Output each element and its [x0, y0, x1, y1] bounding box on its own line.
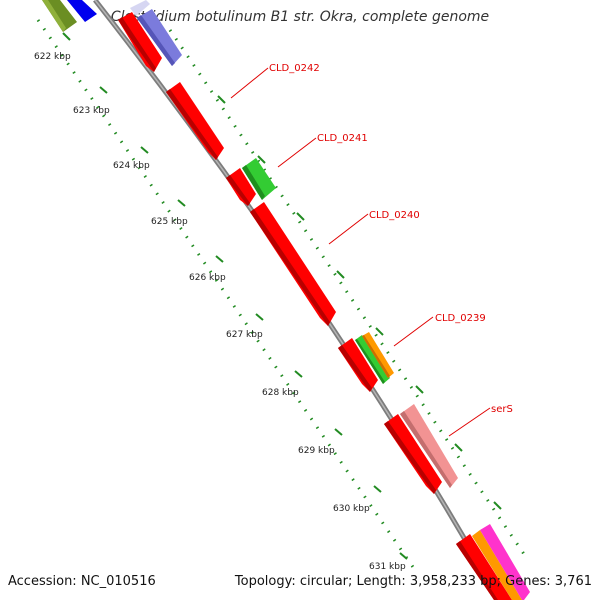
scale-label: 626 kbp	[189, 273, 226, 283]
scale-label: 625 kbp	[151, 217, 188, 227]
gene-green	[242, 158, 276, 200]
gene-label-sers: serS	[491, 404, 513, 415]
gene-lavender	[130, 0, 182, 66]
gene-label-cld-0242: CLD_0242	[269, 63, 320, 74]
gene-green	[355, 335, 390, 384]
scale-label: 623 kbp	[73, 106, 110, 116]
gene-olive	[42, 0, 77, 32]
scale-label: 630 kbp	[333, 504, 370, 514]
callout-line	[393, 316, 434, 347]
genome-stats-text: Topology: circular; Length: 3,958,233 bp…	[234, 574, 592, 589]
gene-label-cld-0241: CLD_0241	[317, 133, 368, 144]
genome-backbone	[93, 0, 503, 600]
gene-red	[118, 12, 162, 72]
gene-orange	[362, 332, 394, 378]
gene-blue	[67, 0, 97, 22]
gene-red	[166, 82, 224, 160]
callout-line	[448, 407, 491, 437]
outer-ticks	[217, 95, 502, 510]
gene-pink	[400, 404, 458, 488]
callout-line	[277, 137, 317, 168]
gene-label-cld-0240: CLD_0240	[369, 210, 420, 221]
gene-red	[338, 338, 378, 392]
scale-label: 629 kbp	[298, 446, 335, 456]
scale-label: 631 kbp	[369, 562, 406, 572]
gene-magenta	[480, 524, 530, 600]
gene-red	[384, 414, 442, 494]
scale-track	[36, 19, 417, 571]
map-title: Clostridium botulinum B1 str. Okra, comp…	[110, 9, 490, 25]
scale-label: 628 kbp	[262, 388, 299, 398]
accession-text: Accession: NC_010516	[8, 574, 156, 589]
gene-red	[456, 534, 512, 600]
gene-red	[250, 202, 336, 326]
gene-orange	[472, 530, 522, 600]
scale-label: 622 kbp	[34, 52, 71, 62]
outer-dotted-track	[168, 29, 530, 561]
callout-line	[230, 67, 269, 99]
gene-label-cld-0239: CLD_0239	[435, 313, 486, 324]
callout-line	[328, 213, 369, 245]
scale-ticks	[62, 32, 408, 560]
scale-label: 624 kbp	[113, 161, 150, 171]
gene-red	[226, 168, 256, 206]
scale-label: 627 kbp	[226, 330, 263, 340]
